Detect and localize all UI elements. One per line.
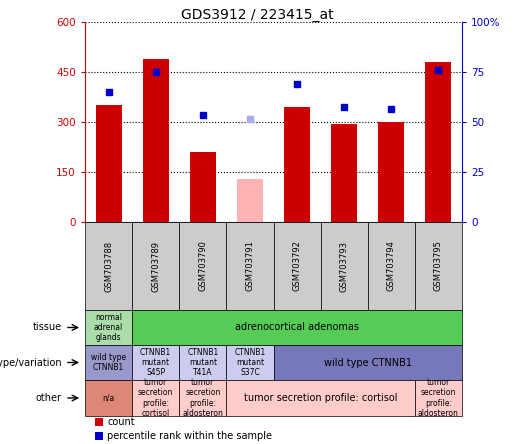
- Text: GSM703790: GSM703790: [198, 241, 208, 291]
- Text: GSM703788: GSM703788: [104, 241, 113, 292]
- Bar: [284, 107, 310, 222]
- Text: percentile rank within the sample: percentile rank within the sample: [107, 431, 272, 441]
- Bar: [379, 122, 404, 222]
- Bar: [96, 105, 122, 222]
- Text: n/a: n/a: [102, 393, 115, 403]
- Text: other: other: [36, 393, 62, 403]
- Text: genotype/variation: genotype/variation: [0, 357, 62, 368]
- Text: wild type
CTNNB1: wild type CTNNB1: [91, 353, 126, 372]
- Text: GSM703794: GSM703794: [387, 241, 396, 291]
- Bar: [190, 152, 216, 222]
- Bar: [425, 62, 451, 222]
- Text: CTNNB1
mutant
T41A: CTNNB1 mutant T41A: [187, 348, 218, 377]
- Text: GSM703789: GSM703789: [151, 241, 160, 292]
- Text: tumor secretion profile: cortisol: tumor secretion profile: cortisol: [244, 393, 398, 403]
- Bar: [237, 178, 263, 222]
- Text: CTNNB1
mutant
S45P: CTNNB1 mutant S45P: [140, 348, 171, 377]
- Text: tissue: tissue: [33, 322, 62, 333]
- Text: CTNNB1
mutant
S37C: CTNNB1 mutant S37C: [234, 348, 266, 377]
- Text: GSM703791: GSM703791: [246, 241, 254, 291]
- Text: count: count: [107, 417, 134, 427]
- Text: tumor
secretion
profile:
aldosteron: tumor secretion profile: aldosteron: [182, 378, 223, 418]
- Text: GSM703793: GSM703793: [340, 241, 349, 292]
- Text: normal
adrenal
glands: normal adrenal glands: [94, 313, 123, 342]
- Bar: [143, 59, 168, 222]
- Text: adrenocortical adenomas: adrenocortical adenomas: [235, 322, 359, 333]
- Text: GSM703792: GSM703792: [293, 241, 302, 291]
- Bar: [331, 124, 357, 222]
- Text: tumor
secretion
profile:
aldosteron: tumor secretion profile: aldosteron: [418, 378, 459, 418]
- Text: GDS3912 / 223415_at: GDS3912 / 223415_at: [181, 8, 334, 22]
- Text: GSM703795: GSM703795: [434, 241, 443, 291]
- Text: wild type CTNNB1: wild type CTNNB1: [324, 357, 412, 368]
- Text: tumor
secretion
profile:
cortisol: tumor secretion profile: cortisol: [138, 378, 174, 418]
